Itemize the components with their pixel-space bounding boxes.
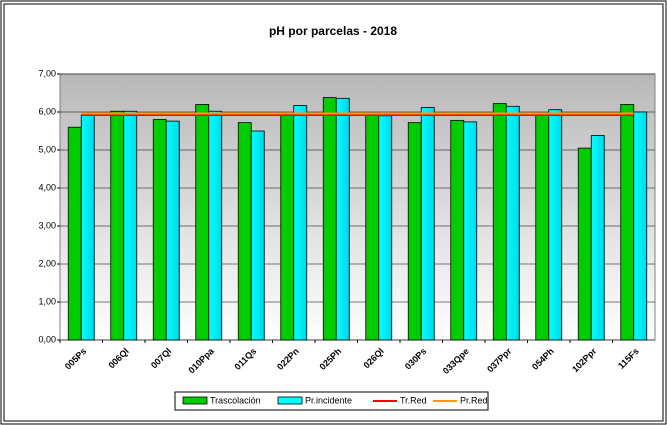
x-tick-label: 102Ppr (570, 346, 599, 375)
x-tick-label: 007Ql (149, 346, 173, 370)
chart-title: pH por parcelas - 2018 (269, 24, 397, 38)
y-tick-label: 4,00 (38, 182, 56, 192)
bar (420, 107, 435, 341)
x-tick-label: 026Ql (361, 346, 385, 370)
bar (152, 119, 167, 341)
bar (208, 110, 223, 341)
bar (407, 122, 422, 341)
bar (620, 104, 635, 341)
y-tick-label: 7,00 (38, 68, 56, 78)
legend-box (174, 391, 489, 411)
bar (80, 114, 95, 341)
legend-label: Pr.incidente (305, 395, 352, 405)
bar (110, 110, 125, 341)
bar (250, 130, 265, 341)
bar (633, 111, 648, 341)
bar (237, 122, 252, 341)
bar (165, 120, 180, 341)
bar (365, 114, 380, 341)
x-tick-label: 010Ppa (186, 345, 216, 375)
y-tick-label: 1,00 (38, 296, 56, 306)
y-tick-label: 0,00 (38, 334, 56, 344)
bar (322, 97, 337, 341)
bar (450, 119, 465, 341)
bar (535, 114, 550, 341)
legend-swatch (182, 396, 208, 405)
bar (492, 103, 507, 341)
bar (548, 109, 563, 341)
x-tick-label: 115Fs (616, 346, 641, 371)
y-tick-label: 6,00 (38, 106, 56, 116)
x-tick-label: 033Qpe (441, 346, 471, 376)
bar (335, 97, 350, 341)
y-tick-label: 2,00 (38, 258, 56, 268)
legend-label: Trascolación (210, 395, 261, 405)
x-tick-label: 025Ph (318, 346, 344, 372)
x-tick-label: 006Ql (106, 346, 130, 370)
x-tick-label: 037Ppr (485, 346, 514, 375)
x-tick-label: 022Pn (275, 346, 301, 372)
legend-label: Tr.Red (400, 395, 427, 405)
x-tick-label: 054Ph (530, 346, 556, 372)
x-tick-label: 030Ps (403, 346, 428, 371)
bar (463, 121, 478, 341)
y-tick-label: 3,00 (38, 220, 56, 230)
bar (378, 115, 393, 341)
bar (293, 105, 308, 341)
bar (123, 110, 138, 341)
legend-swatch (277, 396, 303, 405)
bar (590, 135, 605, 341)
bar (505, 105, 520, 341)
bar (577, 147, 592, 341)
x-tick-label: 005Ps (63, 346, 88, 371)
bar (280, 114, 295, 341)
y-tick-label: 5,00 (38, 144, 56, 154)
legend-label: Pr.Red (460, 395, 488, 405)
bar (67, 126, 82, 341)
bar (195, 104, 210, 341)
inner-border (3, 3, 664, 422)
x-tick-label: 011Qs (233, 346, 259, 372)
